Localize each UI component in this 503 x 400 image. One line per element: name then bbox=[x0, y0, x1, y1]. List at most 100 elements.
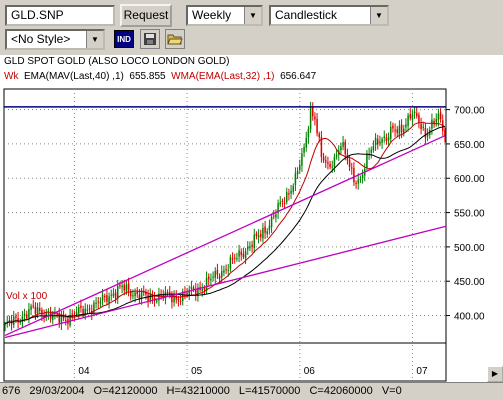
candle-body bbox=[253, 234, 256, 249]
candle-body bbox=[407, 115, 409, 126]
candle-body bbox=[389, 126, 392, 139]
candle-body bbox=[309, 107, 312, 130]
candle-body bbox=[296, 170, 299, 175]
candle-body bbox=[324, 160, 327, 163]
candle-body bbox=[186, 292, 188, 295]
legend-ema-value: 655.855 bbox=[129, 71, 166, 82]
candle-body bbox=[132, 295, 134, 297]
candle-body bbox=[268, 225, 271, 230]
candle-body bbox=[106, 295, 108, 302]
candle-body bbox=[411, 114, 414, 120]
candle-body bbox=[240, 251, 243, 256]
status-vol: V=0 bbox=[381, 385, 402, 397]
candle-body bbox=[173, 295, 175, 303]
candle-body bbox=[366, 153, 368, 168]
candle-body bbox=[359, 179, 362, 181]
candle-body bbox=[285, 192, 288, 203]
candle-body bbox=[86, 309, 89, 311]
request-button[interactable]: Request bbox=[120, 4, 172, 27]
candle-body bbox=[4, 323, 6, 326]
chevron-down-icon[interactable]: ▼ bbox=[370, 7, 387, 24]
trendline bbox=[4, 135, 446, 337]
candle-body bbox=[322, 157, 325, 161]
y-tick-label: 600.00 bbox=[454, 174, 485, 185]
plot-frame bbox=[3, 88, 447, 344]
legend-wma-value: 656.647 bbox=[280, 71, 317, 82]
candle-body bbox=[47, 313, 50, 315]
candle-body bbox=[392, 125, 394, 129]
x-tick-label: 05 bbox=[191, 366, 203, 377]
candle-body bbox=[340, 146, 342, 151]
y-tick-label: 650.00 bbox=[454, 140, 485, 151]
candle-body bbox=[155, 300, 158, 302]
candle-body bbox=[236, 258, 238, 260]
y-tick-label: 500.00 bbox=[454, 243, 485, 254]
candle-body bbox=[292, 185, 295, 192]
style-value: <No Style> bbox=[11, 32, 71, 46]
candle-body bbox=[145, 292, 147, 295]
candle-body bbox=[25, 314, 28, 319]
candle-body bbox=[311, 107, 314, 117]
candle-body bbox=[103, 296, 106, 298]
candle-body bbox=[190, 286, 193, 290]
candle-body bbox=[158, 293, 160, 301]
candle-body bbox=[205, 277, 208, 291]
candle-body bbox=[166, 291, 169, 293]
candle-body bbox=[134, 292, 136, 297]
candle-body bbox=[28, 309, 30, 318]
period-select[interactable]: Weekly ▼ bbox=[186, 5, 263, 26]
candle-body bbox=[69, 314, 71, 326]
candle-body bbox=[303, 146, 305, 153]
candle-body bbox=[314, 116, 316, 120]
candle-body bbox=[344, 141, 347, 155]
candle-body bbox=[212, 276, 214, 278]
candle-body bbox=[88, 308, 91, 310]
chevron-down-icon[interactable]: ▼ bbox=[86, 31, 103, 48]
candle-body bbox=[197, 287, 199, 297]
candle-body bbox=[275, 214, 277, 218]
vol-label: Vol x 100 bbox=[6, 291, 48, 302]
candle-body bbox=[370, 149, 373, 153]
candle-body bbox=[41, 309, 43, 315]
candle-body bbox=[288, 193, 290, 195]
candle-body bbox=[281, 201, 284, 203]
candle-body bbox=[348, 159, 351, 167]
y-tick-label: 700.00 bbox=[454, 106, 485, 117]
save-icon[interactable] bbox=[140, 29, 160, 49]
y-tick-label: 400.00 bbox=[454, 312, 485, 323]
symbol-input[interactable]: GLD.SNP bbox=[5, 5, 115, 26]
candle-body bbox=[437, 113, 440, 121]
candle-body bbox=[123, 284, 126, 291]
candle-body bbox=[398, 125, 401, 135]
candle-body bbox=[179, 300, 182, 302]
candle-body bbox=[93, 302, 95, 313]
candle-body bbox=[136, 291, 139, 295]
chevron-down-icon[interactable]: ▼ bbox=[244, 7, 261, 24]
candle-body bbox=[177, 299, 180, 301]
candle-body bbox=[60, 315, 63, 325]
candle-body bbox=[301, 153, 303, 166]
candle-body bbox=[218, 275, 221, 279]
chart-panel[interactable]: GLD SPOT GOLD (ALSO LOCO LONDON GOLD) Wk… bbox=[0, 55, 503, 382]
status-count: 676 bbox=[2, 385, 21, 397]
candle-body bbox=[266, 231, 269, 235]
candle-body bbox=[244, 251, 247, 259]
style-select[interactable]: <No Style> ▼ bbox=[5, 29, 105, 50]
scroll-right-button[interactable]: ▶ bbox=[487, 366, 503, 382]
chart-type-select[interactable]: Candlestick ▼ bbox=[269, 5, 389, 26]
candle-body bbox=[114, 292, 117, 298]
wma-line bbox=[4, 121, 446, 325]
candle-body bbox=[255, 233, 258, 236]
candle-body bbox=[229, 257, 232, 269]
status-low: L=41570000 bbox=[238, 385, 301, 397]
candle-body bbox=[290, 190, 292, 194]
candlestick-plot[interactable]: 700.00 650.00 600.00 550.00 500.00 450.00 400.… bbox=[0, 55, 503, 382]
candle-body bbox=[431, 119, 433, 129]
candle-body bbox=[34, 306, 37, 314]
ind-button[interactable]: IND bbox=[114, 30, 134, 48]
legend-prefix: Wk bbox=[4, 71, 19, 82]
candle-body bbox=[305, 137, 308, 148]
candle-body bbox=[409, 113, 412, 119]
chart-legend: Wk EMA(MAV(Last,40) ,1) 655.855 WMA(EMA(… bbox=[4, 71, 316, 82]
open-folder-icon[interactable] bbox=[165, 29, 185, 49]
